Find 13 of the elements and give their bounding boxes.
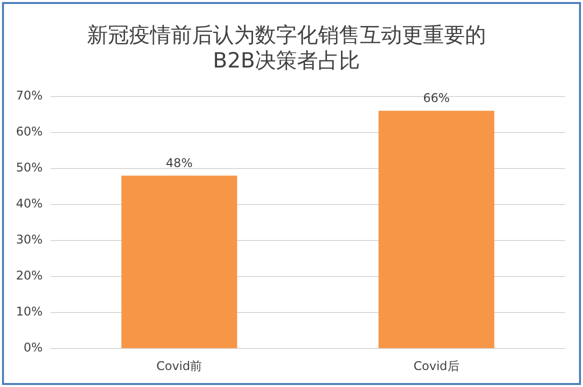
y-tick-label: 0% bbox=[24, 340, 43, 355]
y-tick-label: 20% bbox=[16, 268, 43, 283]
chart-title: 新冠疫情前后认为数字化销售互动更重要的 B2B决策者占比 bbox=[87, 23, 486, 72]
y-tick-label: 30% bbox=[16, 232, 43, 247]
y-tick-label: 60% bbox=[16, 124, 43, 139]
y-tick-label: 70% bbox=[16, 88, 43, 103]
data-label: 66% bbox=[423, 90, 450, 105]
y-tick-label: 10% bbox=[16, 304, 43, 319]
x-tick-label: Covid前 bbox=[156, 358, 202, 373]
data-label: 48% bbox=[166, 156, 193, 170]
y-tick-label: 40% bbox=[16, 196, 43, 211]
y-tick-label: 50% bbox=[16, 160, 43, 175]
x-tick-label: Covid后 bbox=[414, 358, 460, 373]
